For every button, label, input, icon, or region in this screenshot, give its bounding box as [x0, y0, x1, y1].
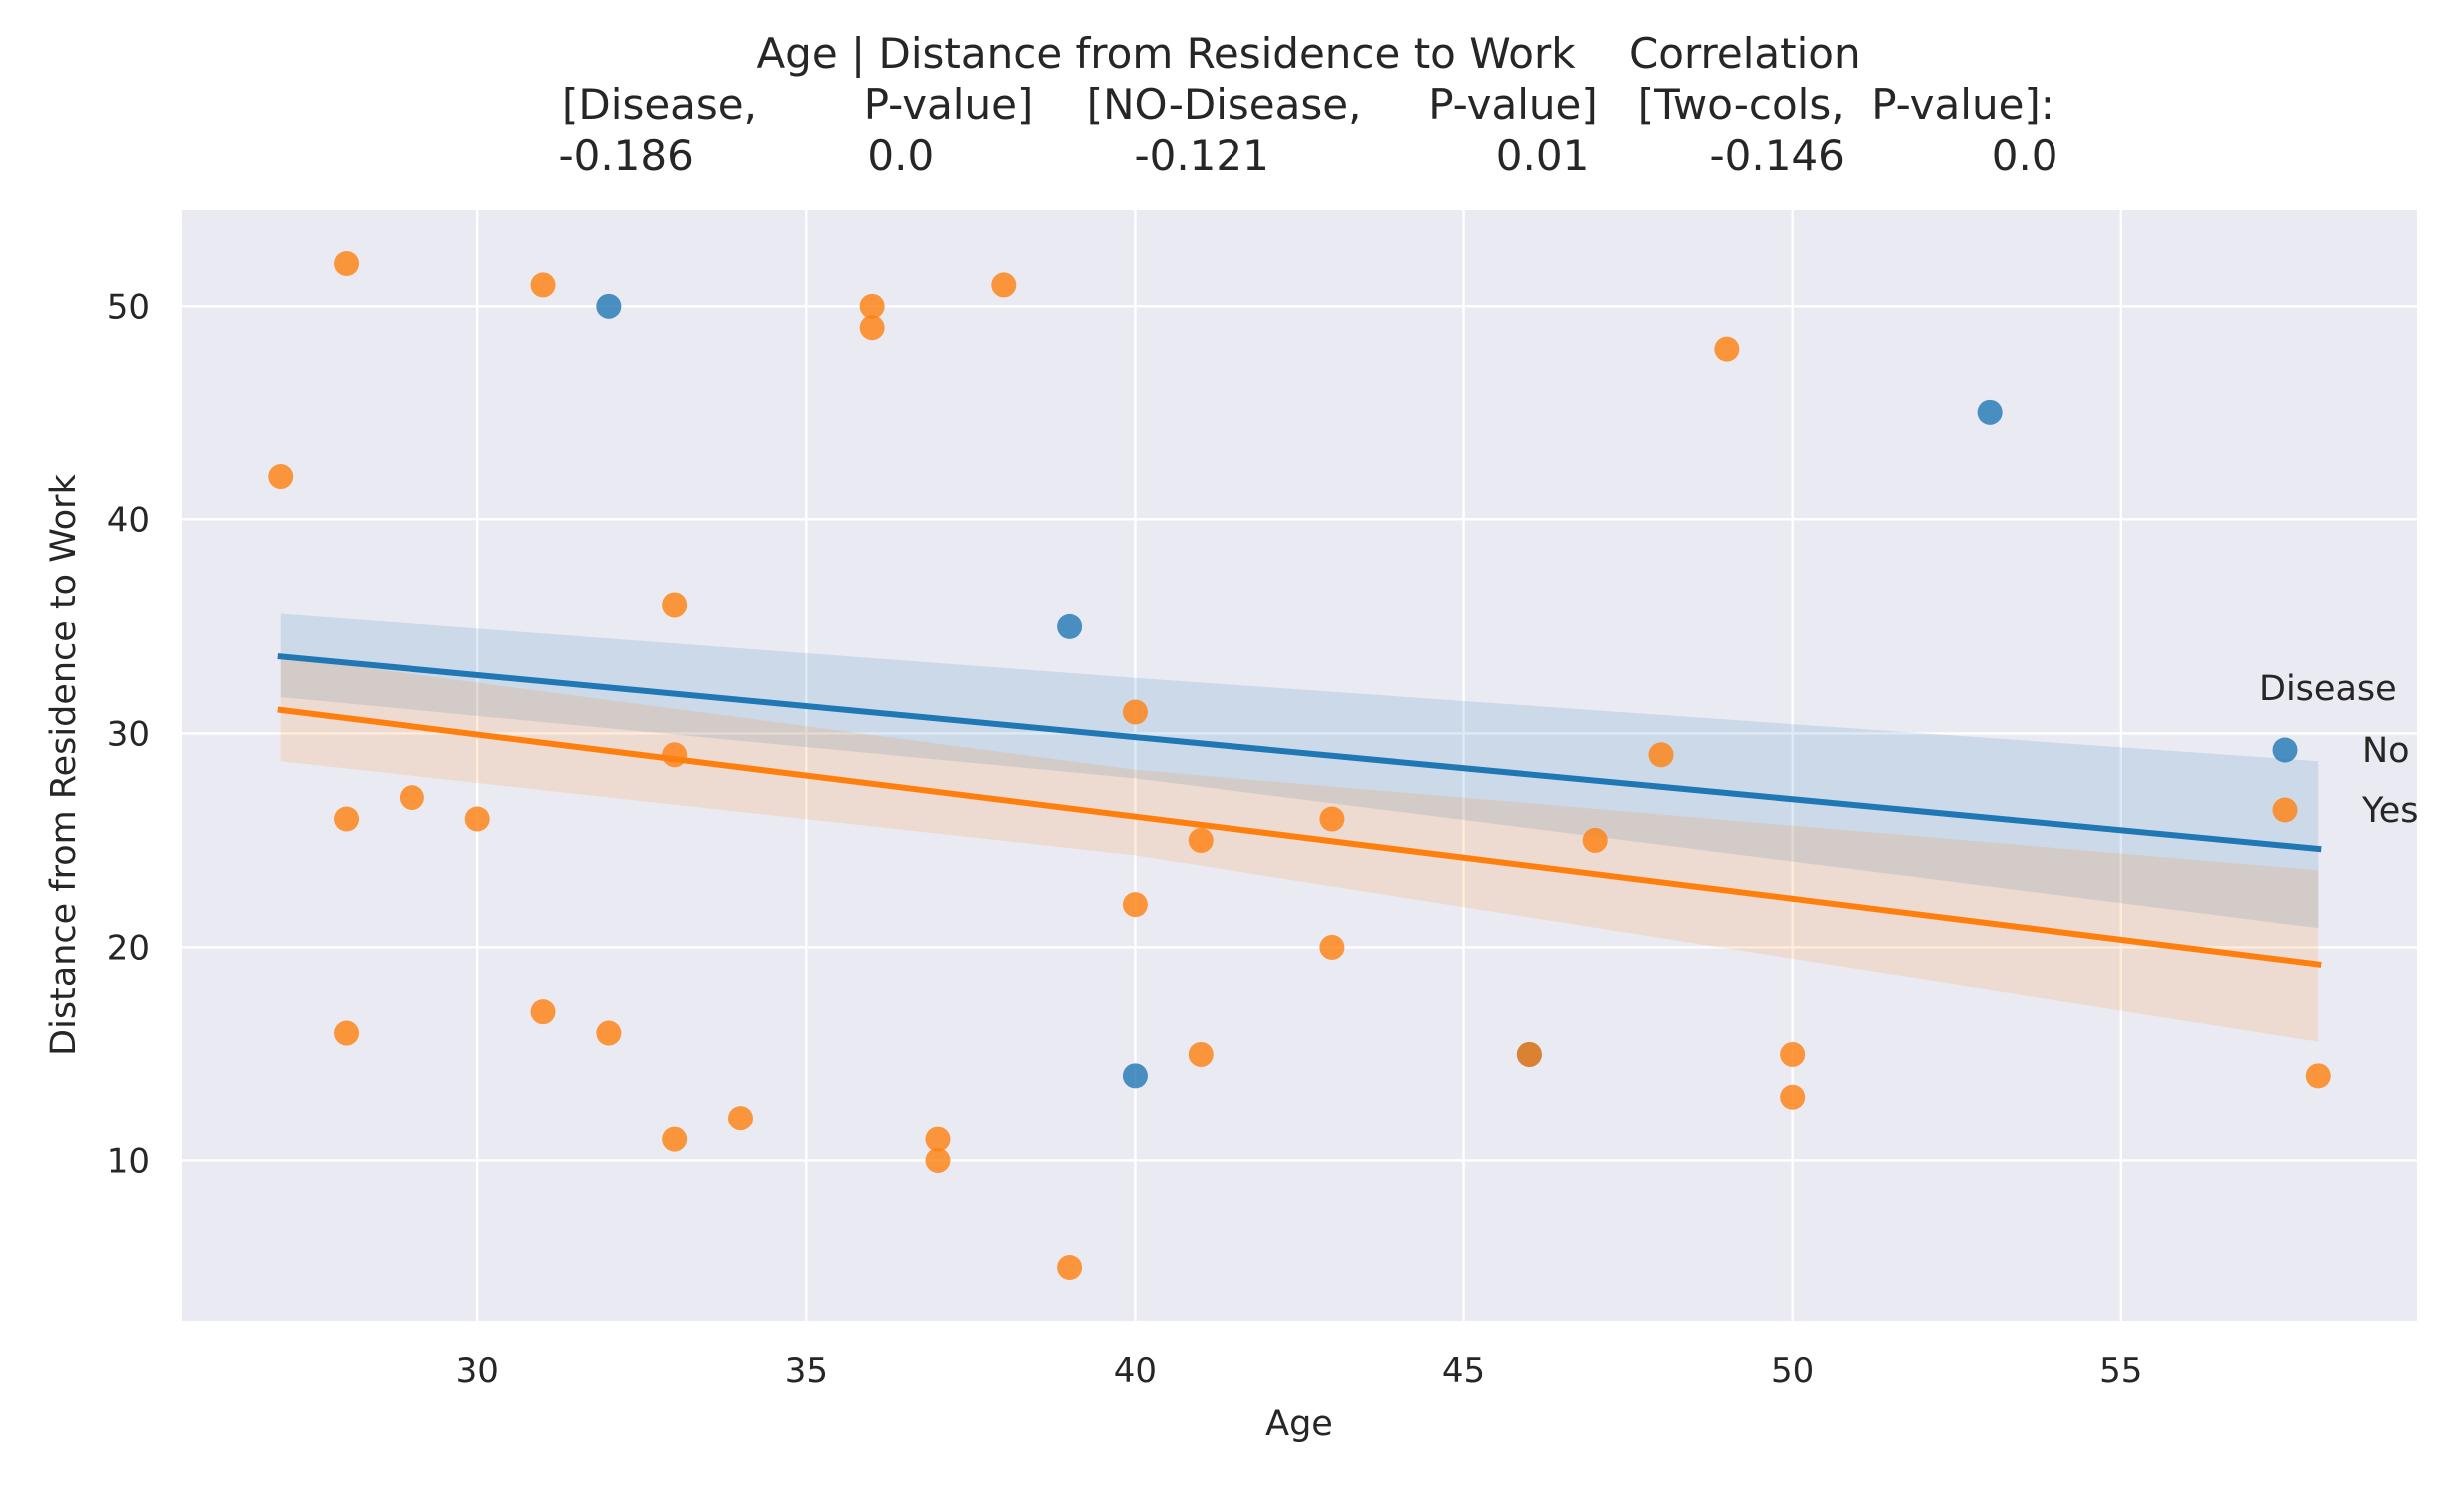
data-point-yes	[1516, 1041, 1542, 1067]
data-point-yes	[464, 806, 490, 832]
data-point-yes	[1714, 336, 1740, 362]
data-point-no	[1122, 1063, 1148, 1089]
y-tick-label: 10	[107, 1141, 150, 1181]
data-point-yes	[728, 1106, 753, 1131]
title-line-2: [Disease, P-value] [NO-Disease, P-value]…	[562, 80, 2054, 129]
data-point-yes	[334, 1020, 360, 1046]
title-line-3: -0.186 0.0 -0.121 0.01 -0.146 0.0	[558, 131, 2058, 180]
data-point-yes	[1648, 742, 1674, 768]
data-point-yes	[334, 806, 360, 832]
x-tick-label: 55	[2099, 1351, 2142, 1391]
chart-title: Age | Distance from Residence to Work Co…	[519, 28, 2097, 181]
plot-background	[182, 210, 2417, 1321]
regression-line-no	[277, 653, 2322, 853]
data-point-no	[1977, 399, 2003, 425]
data-point-yes	[1582, 827, 1608, 853]
data-point-yes	[334, 251, 360, 277]
data-point-yes	[2305, 1063, 2331, 1089]
legend-label-yes: Yes	[2361, 791, 2419, 831]
legend-title: Disease	[2259, 669, 2397, 709]
legend: Disease No Yes	[2259, 669, 2419, 831]
x-tick-label: 40	[1114, 1351, 1157, 1391]
x-tick-label: 35	[785, 1351, 828, 1391]
x-tick-label: 30	[456, 1351, 499, 1391]
data-points	[268, 251, 2331, 1280]
data-point-yes	[859, 293, 885, 319]
data-point-no	[1057, 613, 1083, 639]
x-tick-label: 45	[1442, 1351, 1485, 1391]
data-point-yes	[1319, 806, 1345, 832]
ci-band-no	[280, 613, 2319, 929]
legend-marker-yes	[2272, 797, 2298, 823]
title-line-1: Age | Distance from Residence to Work Co…	[756, 29, 1861, 78]
y-tick-label: 20	[107, 928, 150, 968]
data-point-yes	[530, 272, 556, 298]
data-point-yes	[925, 1147, 951, 1173]
y-tick-labels: 10 20 30 40 50	[107, 287, 150, 1181]
grid-lines	[182, 210, 2417, 1321]
data-point-yes	[925, 1126, 951, 1152]
x-axis-label: Age	[1265, 1404, 1333, 1444]
data-point-yes	[596, 1020, 622, 1046]
ci-band-yes	[280, 656, 2319, 1042]
data-point-yes	[662, 742, 688, 768]
legend-label-no: No	[2362, 731, 2410, 771]
regression-lines	[277, 653, 2322, 968]
confidence-bands	[280, 613, 2319, 1042]
x-tick-labels: 30 35 40 45 50 55	[456, 1351, 2143, 1391]
data-point-yes	[268, 464, 294, 490]
y-tick-label: 30	[107, 714, 150, 754]
data-point-yes	[530, 999, 556, 1025]
y-axis-label: Distance from Residence to Work	[44, 473, 84, 1055]
data-point-yes	[1319, 934, 1345, 960]
data-point-yes	[1122, 892, 1148, 918]
data-point-yes	[399, 785, 424, 811]
data-point-yes	[859, 315, 885, 341]
data-point-yes	[1188, 827, 1214, 853]
x-tick-label: 50	[1771, 1351, 1814, 1391]
data-point-yes	[662, 592, 688, 618]
data-point-yes	[1057, 1254, 1083, 1280]
data-point-yes	[1780, 1041, 1806, 1067]
legend-marker-no	[2272, 737, 2298, 763]
data-point-no	[596, 293, 622, 319]
y-tick-label: 50	[107, 287, 150, 327]
data-point-yes	[1122, 699, 1148, 725]
data-point-yes	[991, 272, 1017, 298]
data-point-yes	[662, 1126, 688, 1152]
y-tick-label: 40	[107, 500, 150, 540]
data-point-yes	[1780, 1084, 1806, 1110]
regression-line-yes	[277, 706, 2322, 968]
data-point-yes	[1188, 1041, 1214, 1067]
